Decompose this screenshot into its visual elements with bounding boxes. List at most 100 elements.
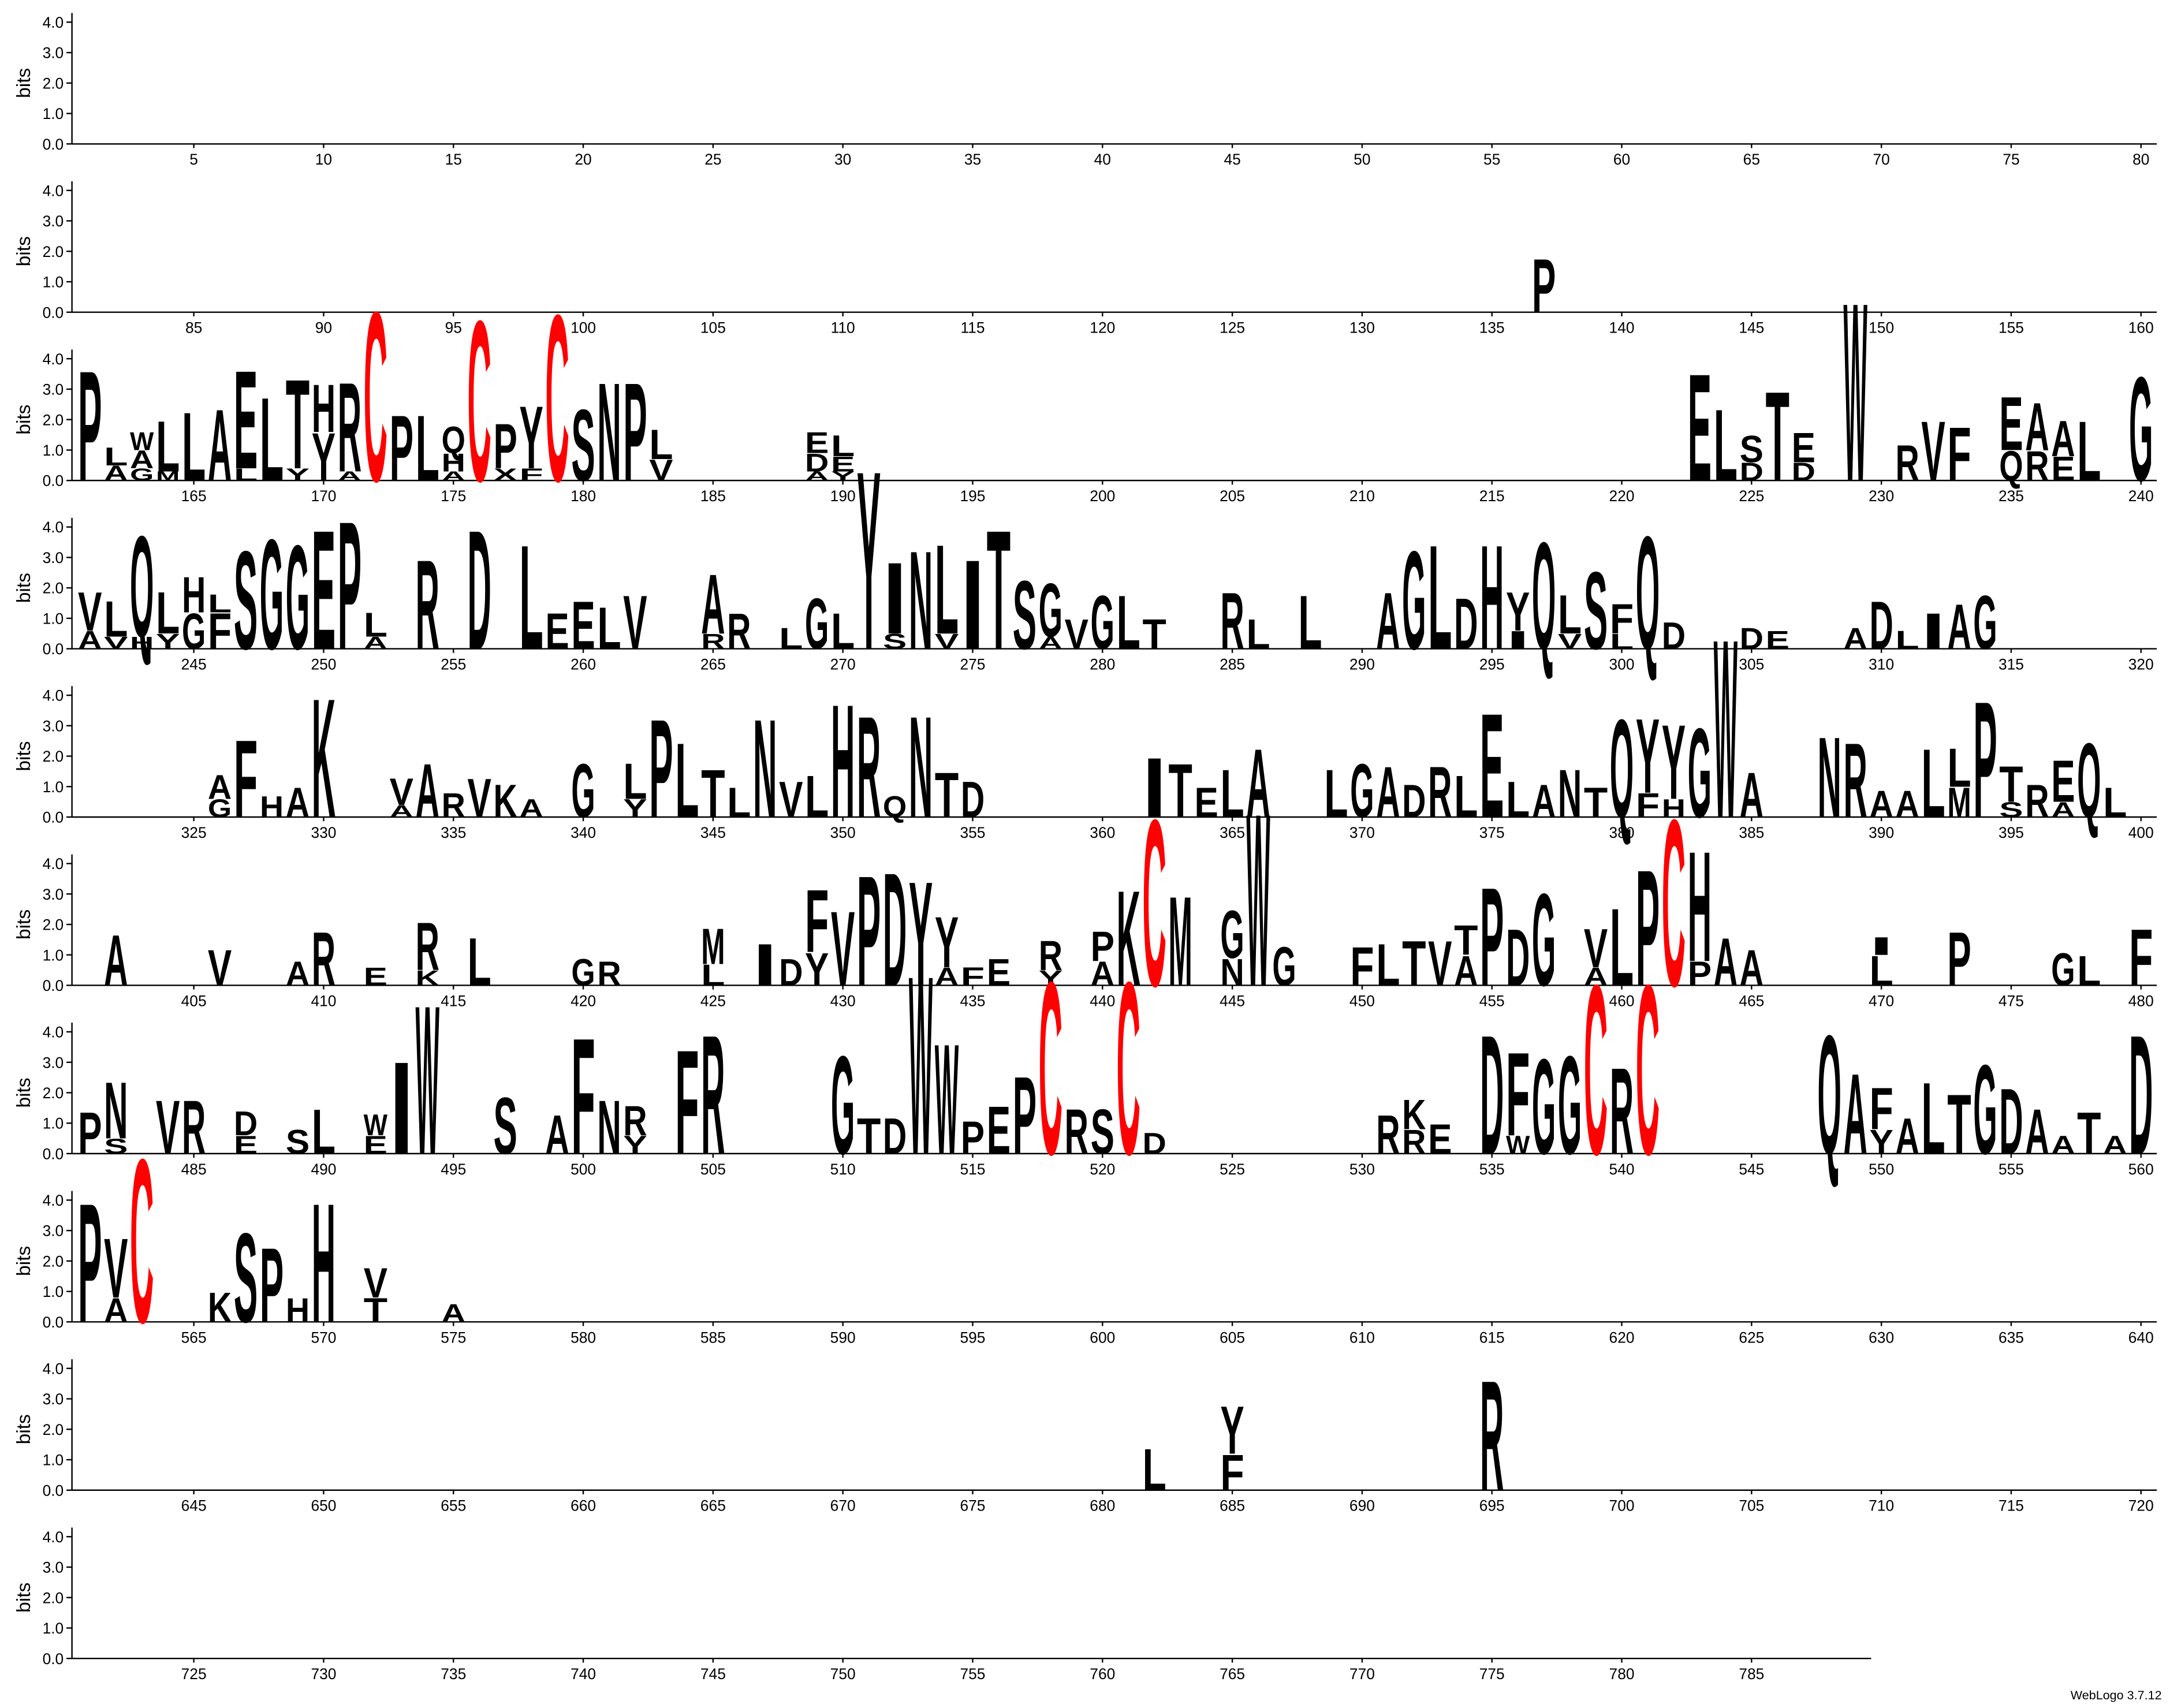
logo-letter: E: [805, 427, 829, 460]
logo-letter: T: [1999, 755, 2023, 813]
logo-letter: T: [935, 760, 959, 831]
letter-stack: F: [234, 717, 258, 841]
logo-letter: L: [519, 514, 543, 681]
x-tick-label: 710: [1869, 1497, 1894, 1515]
logo-letter: G: [1402, 522, 1426, 679]
letter-stack: LI: [1869, 932, 1893, 995]
letter-stack: R: [727, 602, 751, 660]
letter-stack: L: [1921, 1061, 1945, 1176]
x-tick-label: 90: [315, 319, 332, 337]
x-tick-label: 430: [830, 992, 856, 1009]
y-tick-label: 0.0: [43, 809, 64, 826]
logo-letter: E: [1194, 778, 1218, 826]
letter-stack: D: [1869, 588, 1893, 664]
letter-stack: T: [857, 1107, 881, 1165]
logo-letter: G: [1350, 749, 1374, 834]
logo-letter: R: [597, 954, 621, 993]
x-tick-label: 95: [445, 319, 462, 337]
logo-letter: N: [909, 686, 933, 848]
letter-stack: AL: [104, 442, 128, 485]
logo-letter: R: [727, 602, 751, 660]
logo-letter: L: [416, 396, 439, 501]
x-tick-label: 225: [1739, 487, 1764, 505]
logo-letter: P: [1091, 922, 1114, 970]
letter-stack: K: [208, 1283, 232, 1331]
logo-letter: F: [805, 872, 829, 971]
logo-letter: N: [597, 1086, 621, 1171]
logo-letter: W: [1246, 763, 1270, 1038]
letter-stack: DS: [1740, 428, 1763, 486]
letter-stack: L: [2103, 778, 2127, 826]
logo-letter: G: [1688, 703, 1712, 845]
logo-letter: S: [1091, 1096, 1114, 1167]
letter-stack: ST: [1999, 755, 2023, 822]
logo-letter: A: [1454, 946, 1478, 994]
letter-stack: LF: [1610, 595, 1634, 654]
letter-stack: H: [831, 672, 855, 852]
logo-letter: F: [519, 465, 543, 484]
y-tick-label: 3.0: [43, 1390, 64, 1408]
x-tick-label: 695: [1479, 1497, 1505, 1515]
letter-stack: A: [1895, 782, 1919, 825]
logo-letter: G: [1973, 1039, 1997, 1181]
letter-stack: A: [442, 1299, 465, 1328]
logo-letter: A: [2025, 389, 2049, 465]
x-tick-label: 215: [1479, 487, 1505, 505]
x-tick-label: 150: [1869, 319, 1894, 337]
logo-letter: Y: [156, 629, 180, 653]
footer: WebLogo 3.7.12: [2071, 1688, 2162, 1702]
logo-letter: M: [156, 469, 180, 483]
logo-letter: A: [1532, 775, 1556, 827]
letter-stack: Q: [1818, 1001, 1841, 1190]
letter-stack: P: [78, 1169, 102, 1358]
x-tick-label: 165: [181, 487, 207, 505]
letter-stack: P: [1013, 1053, 1036, 1177]
logo-letter: D: [468, 496, 491, 685]
letter-stack: A: [2103, 1131, 2127, 1159]
logo-letter: L: [1143, 1436, 1166, 1503]
logo-letter: R: [182, 1086, 206, 1171]
logo-letter: Y: [1662, 702, 1686, 821]
letter-stack: D: [779, 951, 803, 994]
logo-letter: D: [1999, 1069, 2023, 1174]
x-tick-label: 275: [960, 656, 985, 673]
logo-letter: D: [2129, 1001, 2153, 1190]
x-tick-label: 520: [1090, 1161, 1115, 1178]
logo-letter: A: [1844, 622, 1867, 655]
logo-letter: L: [727, 778, 751, 826]
logo-letter: P: [961, 1112, 985, 1164]
logo-letter: P: [857, 843, 881, 1019]
logo-letter: P: [493, 411, 517, 482]
x-tick-label: 415: [441, 992, 466, 1009]
logo-letter: Y: [286, 465, 310, 484]
logo-letter: C: [130, 1110, 154, 1371]
letter-stack: SN: [104, 1066, 128, 1158]
letter-stack: L: [519, 514, 543, 681]
logo-letter: Y: [857, 419, 881, 703]
logo-letter: G: [1558, 1027, 1582, 1184]
x-tick-label: 45: [1224, 151, 1240, 168]
letter-stack: AV: [390, 770, 413, 821]
logo-letter: E: [312, 496, 335, 685]
logo-letter: L: [156, 407, 180, 487]
letter-stack: YF: [805, 872, 829, 995]
letter-stack: R: [1428, 752, 1452, 833]
x-tick-label: 180: [571, 487, 596, 505]
y-tick-label: 0.0: [43, 1650, 64, 1668]
logo-letter: N: [1558, 756, 1582, 833]
letter-stack: N: [753, 690, 777, 847]
logo-letter: L: [831, 602, 855, 660]
x-tick-label: 100: [571, 319, 596, 337]
y-tick-label: 2.0: [43, 411, 64, 428]
logo-letter: P: [623, 354, 647, 511]
logo-letter: G: [2129, 345, 2153, 512]
x-tick-label: 735: [441, 1665, 466, 1683]
logo-letter: L: [104, 590, 128, 648]
letter-stack: M: [1168, 871, 1192, 1013]
x-tick-label: 455: [1479, 992, 1505, 1009]
logo-letter: W: [1714, 587, 1738, 872]
letter-stack: I: [753, 931, 777, 998]
logo-letter: H: [831, 672, 855, 852]
logo-letter: V: [364, 1259, 388, 1307]
x-tick-label: 195: [960, 487, 985, 505]
